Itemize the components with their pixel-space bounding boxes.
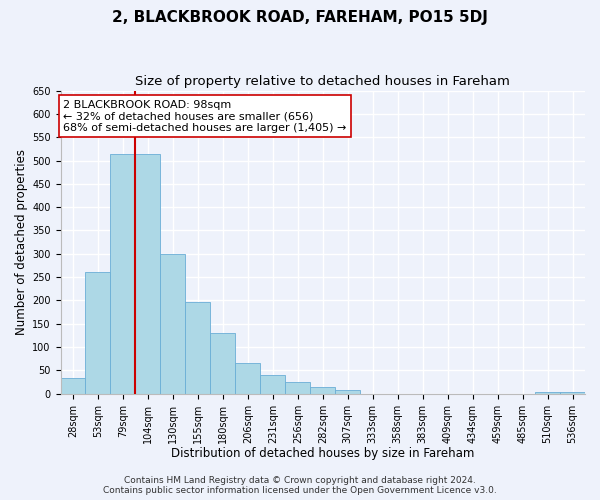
Bar <box>110 154 136 394</box>
Bar <box>61 378 85 394</box>
Bar <box>160 254 185 394</box>
Text: Contains HM Land Registry data © Crown copyright and database right 2024.
Contai: Contains HM Land Registry data © Crown c… <box>103 476 497 495</box>
Bar <box>85 272 110 394</box>
Bar <box>285 382 310 394</box>
Y-axis label: Number of detached properties: Number of detached properties <box>15 149 28 335</box>
Bar <box>335 390 360 394</box>
Bar <box>560 392 585 394</box>
Bar <box>535 392 560 394</box>
Bar <box>185 302 211 394</box>
Title: Size of property relative to detached houses in Fareham: Size of property relative to detached ho… <box>136 75 510 88</box>
Bar <box>310 386 335 394</box>
Text: 2, BLACKBROOK ROAD, FAREHAM, PO15 5DJ: 2, BLACKBROOK ROAD, FAREHAM, PO15 5DJ <box>112 10 488 25</box>
Text: 2 BLACKBROOK ROAD: 98sqm
← 32% of detached houses are smaller (656)
68% of semi-: 2 BLACKBROOK ROAD: 98sqm ← 32% of detach… <box>63 100 347 133</box>
Bar <box>211 333 235 394</box>
Bar <box>260 375 285 394</box>
Bar <box>136 154 160 394</box>
X-axis label: Distribution of detached houses by size in Fareham: Distribution of detached houses by size … <box>171 447 475 460</box>
Bar <box>235 364 260 394</box>
